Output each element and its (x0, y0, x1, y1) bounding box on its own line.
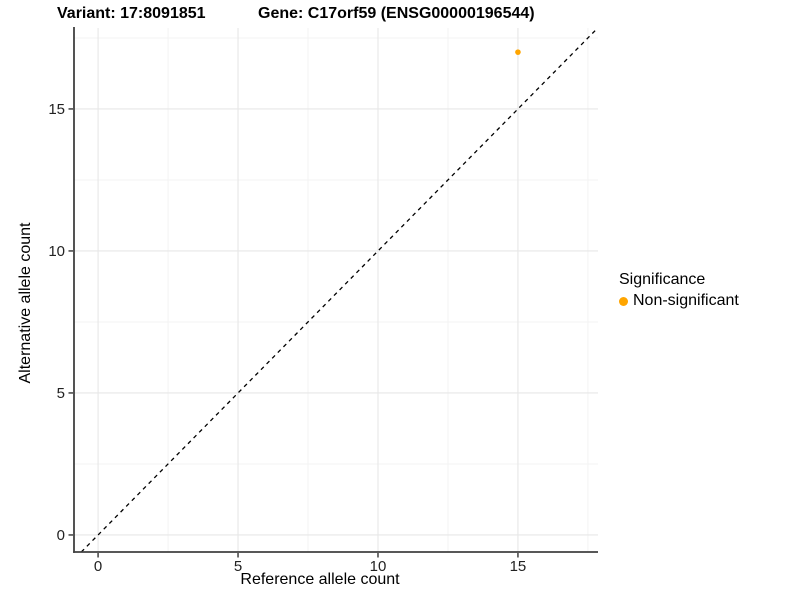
x-tick-label: 0 (94, 558, 102, 575)
legend-item: Non-significant (619, 292, 739, 310)
y-tick-label: 5 (57, 385, 65, 402)
plot-title-variant: Variant: 17:8091851 (57, 5, 206, 22)
legend-point-icon (619, 296, 628, 306)
data-point (515, 49, 521, 55)
legend: Significance Non-significant (619, 270, 739, 310)
y-axis-label: Alternative allele count (17, 222, 34, 384)
y-tick-label: 10 (48, 243, 65, 260)
legend-title: Significance (619, 271, 706, 288)
x-axis-label: Reference allele count (240, 571, 400, 588)
tick-marks (68, 108, 519, 558)
tick-labels: 0 5 10 15 0 5 10 15 (48, 101, 526, 575)
y-tick-label: 15 (48, 101, 65, 118)
legend-item-label: Non-significant (633, 292, 739, 309)
data-points (515, 49, 521, 55)
axis-lines (73, 27, 598, 553)
x-tick-label: 10 (370, 558, 387, 575)
x-tick-label: 5 (234, 558, 242, 575)
identity-line (80, 27, 599, 553)
plot-title-gene: Gene: C17orf59 (ENSG00000196544) (258, 5, 535, 22)
y-tick-label: 0 (57, 527, 65, 544)
major-gridlines (74, 28, 598, 552)
x-tick-label: 15 (510, 558, 527, 575)
